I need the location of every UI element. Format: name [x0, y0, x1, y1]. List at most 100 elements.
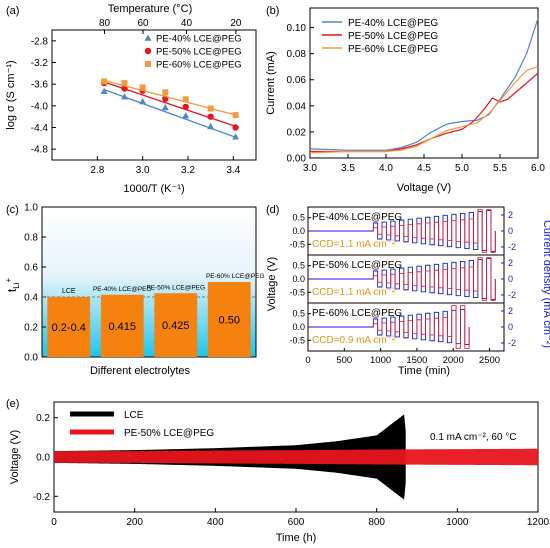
value-label-c-3: 0.50	[219, 315, 240, 327]
subplot-name-d-2: PE-60% LCE@PEG	[312, 308, 402, 319]
y-tick-label-e: -0.2	[33, 492, 51, 503]
top-tick-label-a: 80	[99, 18, 111, 29]
x-tick-label-b: 4.0	[379, 163, 393, 174]
xlabel-e: Time (h)	[276, 532, 317, 544]
category-label-c-2: PE-50% LCE@PEG	[146, 284, 205, 291]
y-tick-label-c: 0.2	[24, 323, 38, 334]
x-tick-label-d: 1000	[370, 355, 391, 366]
marks-e	[54, 414, 538, 500]
x-tick-label-a: 3.0	[136, 165, 150, 176]
x-tick-label-a: 2.8	[90, 165, 104, 176]
bar-c-1	[100, 294, 144, 357]
x-tick-label-b: 3.0	[303, 163, 317, 174]
y-tick-label-b: 0.06	[287, 75, 307, 86]
ylabel-c: tLi+	[4, 278, 21, 293]
bar-c-2	[154, 293, 198, 357]
legend-label-a-2: PE-60% LCE@PEG	[156, 60, 242, 71]
axes-e: 0 200 400 600 800 1000 1200 0.2 0.0 -0.2	[33, 413, 550, 528]
y-tick-label-c: 1.0	[24, 203, 38, 214]
legend-marker-a-1	[144, 47, 152, 55]
marks-b	[309, 18, 539, 154]
point-a-1	[182, 103, 189, 111]
y-tick-label-b: 0.02	[287, 127, 307, 138]
y-tick-label-a: -4.0	[31, 101, 49, 112]
y2-tick-label-d: -2	[508, 242, 516, 252]
xaxis-d: 0 500 1000 1500 2000 2500	[305, 348, 500, 366]
category-label-c-3: PE-60% LCE@PEG	[206, 273, 265, 280]
y-tick-label-d: 0.5	[292, 213, 305, 223]
y-tick-label-b: 0.10	[287, 23, 307, 34]
panel-e: (e) 0 200 400 600 800 1000 1200 0.2 0.0 -0.2 Time…	[6, 398, 550, 544]
y-tick-label-b: 0.04	[287, 101, 307, 112]
point-a-2	[101, 78, 108, 85]
y-tick-label-c: 0.8	[24, 233, 38, 244]
legend-label-e-0: LCE	[124, 410, 144, 421]
point-a-1	[121, 85, 128, 92]
panel-label-a: (a)	[6, 5, 19, 17]
series-line-b-2	[309, 66, 539, 154]
point-a-0	[121, 93, 129, 100]
point-a-0	[207, 122, 215, 130]
marks-a	[100, 78, 240, 140]
x-tick-label-e: 1000	[446, 517, 469, 528]
y2-tick-label-d: 0	[508, 322, 513, 332]
panel-label-d: (d)	[266, 204, 279, 216]
x-tick-label-b: 4.5	[417, 163, 431, 174]
axes-b: 3.0 3.5 4.0 4.5 5.0 5.5 6.0 0.00 0.02 0.04 0.06 0.0…	[287, 23, 546, 174]
x-tick-label-b: 3.5	[341, 163, 355, 174]
value-label-c-1: 0.415	[108, 321, 136, 333]
legend-label-b-1: PE-50% LCE@PEG	[348, 31, 438, 42]
voltage-trace-d-1	[372, 257, 496, 301]
y2-tick-label-d: 2	[508, 258, 513, 268]
legend-a: PE-40% LCE@PEG PE-50% LCE@PEG PE-60% LCE@P…	[144, 34, 242, 71]
y-tick-label-c: 0.6	[24, 263, 38, 274]
point-a-2	[121, 80, 128, 87]
bar-c-3	[207, 282, 251, 357]
legend-label-b-0: PE-40% LCE@PEG	[348, 18, 438, 29]
category-label-c-0: LCE	[62, 288, 76, 295]
ylabel-b: Current (mA)	[265, 51, 277, 115]
x-tick-label-e: 200	[126, 517, 143, 528]
x-tick-label-e: 400	[207, 517, 224, 528]
xlabel-c: Different electrolytes	[90, 365, 191, 377]
panel-label-b: (b)	[266, 5, 279, 17]
ccd-label-d-2: CCD=0.9 mA cm⁻²	[312, 335, 396, 346]
value-label-c-0: 0.2-0.4	[52, 322, 86, 334]
condition-label-e: 0.1 mA cm⁻², 60 °C	[430, 432, 517, 443]
y-tick-label-e: 0.0	[36, 453, 50, 464]
x-tick-label-d: 2500	[479, 355, 500, 366]
ylabel-a: log σ (S cm⁻¹)	[5, 60, 17, 129]
y-tick-label-d: -0.5	[289, 335, 305, 345]
x-tick-label-e: 800	[368, 517, 385, 528]
y-tick-label-d: -0.5	[289, 239, 305, 249]
panel-d: (d) 0.5 0.0 -0.5 2 0 -2 PE-40% LCE@PEG CCD=1.1 …	[266, 204, 550, 377]
voltage-trace-d-0	[372, 209, 496, 253]
value-label-c-2: 0.425	[162, 320, 190, 332]
legend-marker-a-2	[145, 61, 151, 67]
xlabel-b: Voltage (V)	[397, 182, 451, 194]
subplot-name-d-0: PE-40% LCE@PEG	[312, 212, 402, 223]
x-tick-label-a: 3.4	[226, 165, 240, 176]
top-tick-label-a: 60	[137, 18, 149, 29]
y-tick-label-b: 0.08	[287, 49, 307, 60]
y-tick-label-d: 0.5	[292, 261, 305, 271]
point-a-0	[182, 112, 190, 119]
y-tick-label-a: -4.4	[31, 123, 49, 134]
x-tick-label-d: 2000	[443, 355, 464, 366]
point-a-1	[207, 113, 214, 120]
x-tick-label-e: 0	[51, 517, 57, 528]
point-a-0	[232, 133, 240, 140]
x-tick-label-b: 6.0	[531, 163, 545, 174]
panel-a: (a) 2.8 3.0 3.2 3.4 -2.8 -3.2 -3.6 -4.0 -4.4 -4.8…	[5, 3, 257, 195]
y-tick-label-c: 0.0	[24, 353, 38, 364]
y2-tick-label-d: -2	[508, 290, 516, 300]
y-tick-label-c: 0.4	[24, 293, 38, 304]
series-line-b-1	[310, 72, 539, 153]
y-tick-label-d: -0.5	[289, 287, 305, 297]
xlabel-d: Time (min)	[398, 365, 450, 377]
bar-c-0	[47, 297, 91, 357]
x-tick-label-a: 3.2	[181, 165, 195, 176]
top-tick-label-a: 20	[230, 18, 242, 29]
y2label-d: Current density (mA cm⁻²)	[541, 220, 550, 348]
ylabel-d: Voltage (V)	[266, 257, 278, 311]
